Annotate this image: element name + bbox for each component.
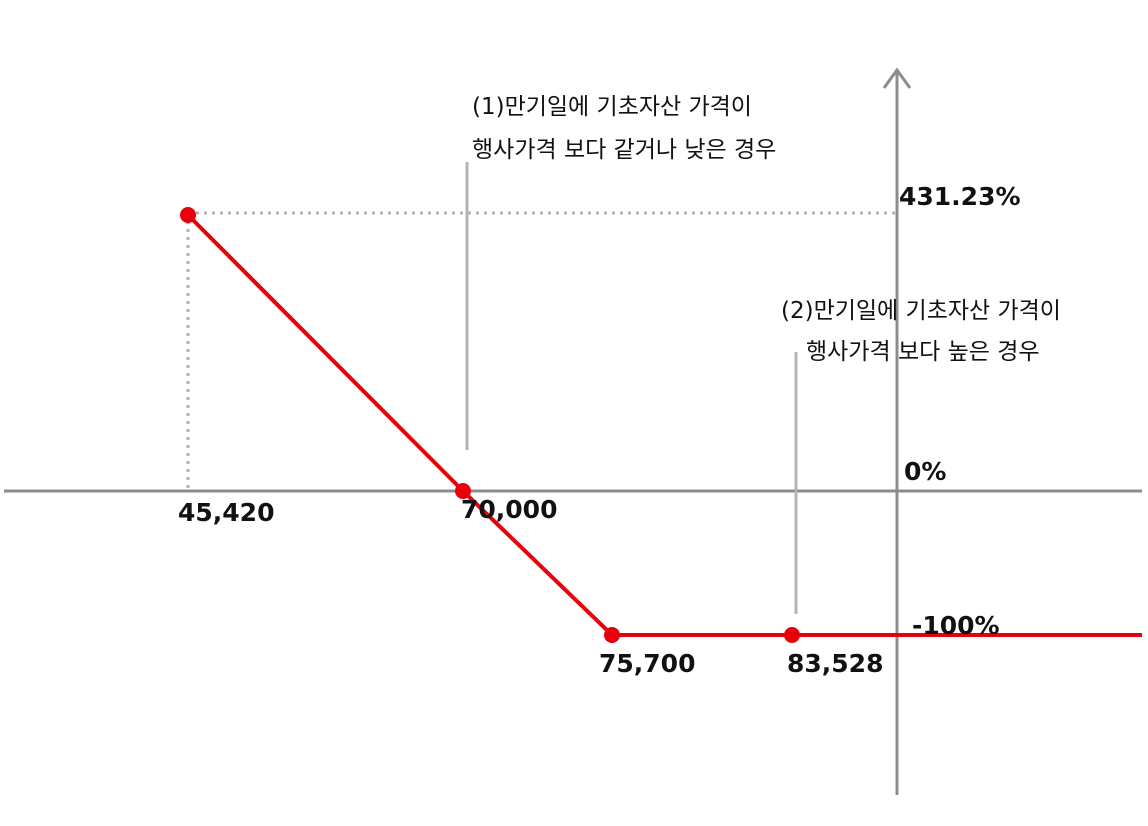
x-label-70000: 70,000: [461, 495, 557, 524]
data-point-83528: [784, 627, 800, 643]
data-point-75700: [604, 627, 620, 643]
x-label-45420: 45,420: [178, 498, 274, 527]
payoff-line: [186, 213, 792, 637]
data-point-70000: [455, 483, 471, 499]
annotation-2-line-1: (2)만기일에 기초자산 가격이: [781, 298, 1061, 324]
x-label-83528: 83,528: [787, 649, 883, 678]
annotation-1-line-2: 행사가격 보다 같거나 낮은 경우: [472, 137, 776, 163]
y-label-0: 0%: [904, 457, 946, 486]
annotation-1-line-1: (1)만기일에 기초자산 가격이: [472, 94, 752, 120]
annotation-2-line-2: 행사가격 보다 높은 경우: [806, 339, 1040, 365]
y-label-minus100: -100%: [912, 611, 1000, 640]
y-label-431: 431.23%: [899, 182, 1021, 211]
y-axis-arrow-icon: [882, 67, 912, 89]
x-label-75700: 75,700: [599, 649, 695, 678]
data-point-45420: [180, 207, 196, 223]
